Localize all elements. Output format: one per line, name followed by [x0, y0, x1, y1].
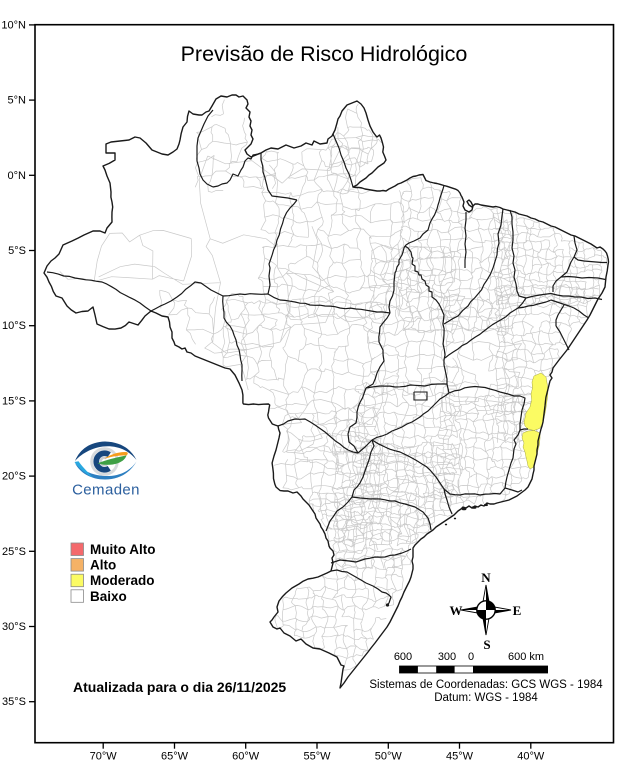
svg-text:5°S: 5°S	[8, 245, 26, 257]
svg-text:35°S: 35°S	[2, 696, 26, 708]
svg-text:10°N: 10°N	[1, 19, 26, 31]
svg-text:Baixo: Baixo	[90, 589, 127, 604]
svg-text:Atualizada para o dia 26/11/20: Atualizada para o dia 26/11/2025	[73, 679, 286, 695]
svg-text:15°S: 15°S	[2, 395, 26, 407]
svg-text:Alto: Alto	[90, 558, 116, 573]
svg-text:Muito Alto: Muito Alto	[90, 542, 155, 557]
svg-text:Datum: WGS - 1984: Datum: WGS - 1984	[434, 692, 538, 704]
svg-text:45°W: 45°W	[446, 751, 474, 763]
svg-text:60°W: 60°W	[232, 751, 260, 763]
svg-text:25°S: 25°S	[2, 546, 26, 558]
svg-text:50°W: 50°W	[375, 751, 403, 763]
svg-text:10°S: 10°S	[2, 320, 26, 332]
svg-text:5°N: 5°N	[8, 95, 27, 107]
svg-text:N: N	[481, 570, 491, 585]
svg-text:55°W: 55°W	[303, 751, 331, 763]
svg-text:0: 0	[468, 651, 474, 663]
svg-text:W: W	[450, 603, 463, 618]
svg-text:0°N: 0°N	[8, 170, 27, 182]
svg-text:E: E	[513, 603, 522, 618]
svg-text:Moderado: Moderado	[90, 573, 155, 588]
svg-text:600 km: 600 km	[508, 651, 544, 663]
svg-text:S: S	[483, 637, 490, 652]
svg-text:300: 300	[438, 651, 456, 663]
svg-text:Cemaden: Cemaden	[72, 482, 140, 499]
svg-text:40°W: 40°W	[517, 751, 545, 763]
svg-text:Sistemas de Coordenadas: GCS W: Sistemas de Coordenadas: GCS WGS - 1984	[369, 679, 603, 691]
svg-text:600: 600	[394, 651, 412, 663]
svg-text:30°S: 30°S	[2, 621, 26, 633]
svg-text:Previsão de Risco Hidrológico: Previsão de Risco Hidrológico	[181, 42, 468, 66]
svg-text:70°W: 70°W	[90, 751, 118, 763]
svg-text:65°W: 65°W	[161, 751, 189, 763]
svg-text:20°S: 20°S	[2, 471, 26, 483]
